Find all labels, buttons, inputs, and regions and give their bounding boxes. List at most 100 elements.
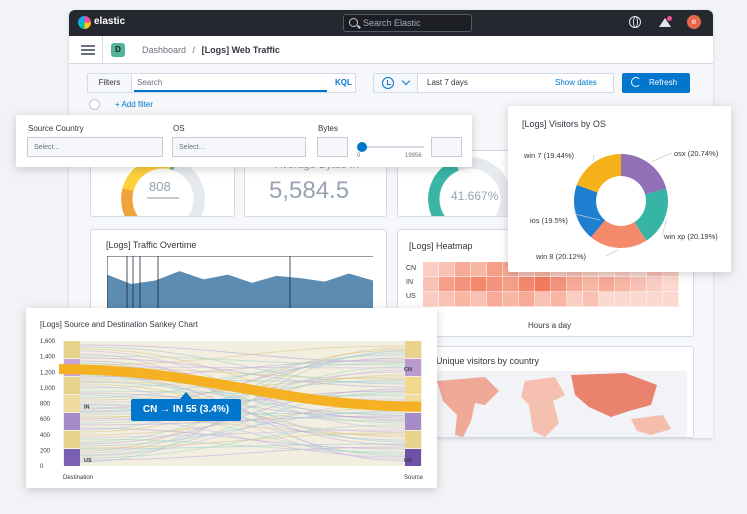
space-avatar[interactable]: D [111,43,125,57]
heatmap-cell[interactable] [439,277,455,292]
heatmap-cell[interactable] [631,277,647,292]
sankey-y-tick: 1,400 [40,355,56,361]
heatmap-cell[interactable] [455,292,471,307]
heatmap-cell[interactable] [599,277,615,292]
search-icon [349,18,358,27]
help-globe-icon[interactable] [629,16,641,28]
heatmap-cell[interactable] [551,292,567,307]
heatmap-cell[interactable] [439,292,455,307]
heatmap-cell[interactable] [487,277,503,292]
heatmap-cell[interactable] [471,277,487,292]
sankey-node-left[interactable] [64,341,80,358]
donut-slice-win-8[interactable] [590,220,647,249]
heatmap-cell[interactable] [519,292,535,307]
heatmap-cell[interactable] [487,262,503,277]
heatmap-cell[interactable] [599,292,615,307]
heatmap-cell[interactable] [631,292,647,307]
heatmap-cell[interactable] [567,292,583,307]
bytes-gauge-value: 808 [149,179,171,194]
heatmap-cell[interactable] [471,262,487,277]
heatmap-cell[interactable] [503,277,519,292]
heatmap-cell[interactable] [455,277,471,292]
donut-label: win 8 (20.12%) [535,252,587,261]
news-feed-icon[interactable] [658,16,672,28]
quick-select-button[interactable] [374,74,418,92]
map-region-americas [437,377,499,437]
donut-slice-win-7[interactable] [576,154,621,193]
clock-icon [382,77,394,89]
heatmap-cell[interactable] [519,277,535,292]
controls-card: Source Country Select... OS Select... By… [16,115,472,167]
sankey-x-label-right: Source [404,475,424,481]
filters-button[interactable]: Filters [88,74,132,92]
heatmap-cell[interactable] [567,277,583,292]
kql-toggle[interactable]: KQL [335,78,352,87]
heatmap-cell[interactable] [423,262,439,277]
heatmap-cell[interactable] [615,292,631,307]
heatmap-cell[interactable] [439,262,455,277]
sankey-link [79,446,406,461]
user-avatar[interactable]: e [687,15,701,29]
sankey-node-right[interactable] [405,449,421,466]
sankey-link [79,350,406,463]
bytes-min-input[interactable] [317,137,348,157]
sankey-highlight-flow[interactable] [58,364,422,412]
heatmap-cell[interactable] [663,277,679,292]
heatmap-cell[interactable] [663,292,679,307]
filter-toggle[interactable] [89,99,100,110]
donut-slice-win-xp[interactable] [634,188,668,241]
heatmap-cell[interactable] [503,292,519,307]
sankey-chart: 1,600 1,400 1,200 1,000 800 600 400 200 0 IN US CN U… [40,339,424,481]
bytes-max-input[interactable] [431,137,462,157]
sankey-node-right[interactable] [405,413,421,430]
query-search-input[interactable]: Search [137,78,163,87]
elastic-logo-icon[interactable] [78,16,91,29]
sankey-node-left[interactable] [64,413,80,430]
bytes-slider-handle[interactable] [357,142,367,152]
sankey-x-label-left: Destination [63,475,93,481]
query-bar: Filters Search KQL [87,73,356,93]
menu-icon[interactable] [81,45,95,55]
sankey-link [79,432,406,449]
date-range[interactable]: Last 7 days [427,78,468,87]
show-dates-link[interactable]: Show dates [555,78,597,87]
sankey-node-right[interactable] [405,359,421,376]
breadcrumb-dashboard[interactable]: Dashboard [142,45,187,55]
heatmap-cell[interactable] [423,292,439,307]
sankey-node-right[interactable] [405,341,421,358]
heatmap-cell[interactable] [455,262,471,277]
sankey-node-label-us-left: US [84,458,92,464]
os-select[interactable]: Select... [172,137,306,157]
sankey-y-tick: 1,000 [40,386,56,392]
add-filter-link[interactable]: + Add filter [115,100,154,109]
visitors-map-panel: Unique visitors by country [424,346,694,438]
heatmap-cell[interactable] [647,277,663,292]
sankey-link [79,347,406,452]
visitors-by-os-card: [Logs] Visitors by OS osx (20.74%) win xp… [508,106,731,272]
sankey-node-right[interactable] [405,377,421,394]
donut-slice-osx[interactable] [621,154,667,195]
heatmap-cell[interactable] [583,292,599,307]
sankey-tooltip: CN → IN 55 (3.4%) [131,399,241,421]
heatmap-cell[interactable] [551,277,567,292]
heatmap-cell[interactable] [615,277,631,292]
sankey-y-tick: 200 [40,448,51,454]
donut-slice-ios[interactable] [574,184,605,238]
heatmap-cell[interactable] [647,292,663,307]
heatmap-cell[interactable] [471,292,487,307]
source-country-label: Source Country [28,124,84,133]
heatmap-cell[interactable] [535,277,551,292]
sankey-node-left[interactable] [64,431,80,448]
bytes-slider-track[interactable] [361,146,424,148]
sankey-node-right[interactable] [405,431,421,448]
sankey-node-left[interactable] [64,449,80,466]
source-country-select[interactable]: Select... [27,137,163,157]
heatmap-cell[interactable] [535,292,551,307]
sankey-node-left[interactable] [64,377,80,394]
heatmap-cell[interactable] [423,277,439,292]
global-search-input[interactable]: Search Elastic [343,14,472,32]
refresh-button[interactable]: Refresh [622,73,690,93]
heatmap-cell[interactable] [487,292,503,307]
sankey-node-left[interactable] [64,395,80,412]
heatmap-cell[interactable] [583,277,599,292]
